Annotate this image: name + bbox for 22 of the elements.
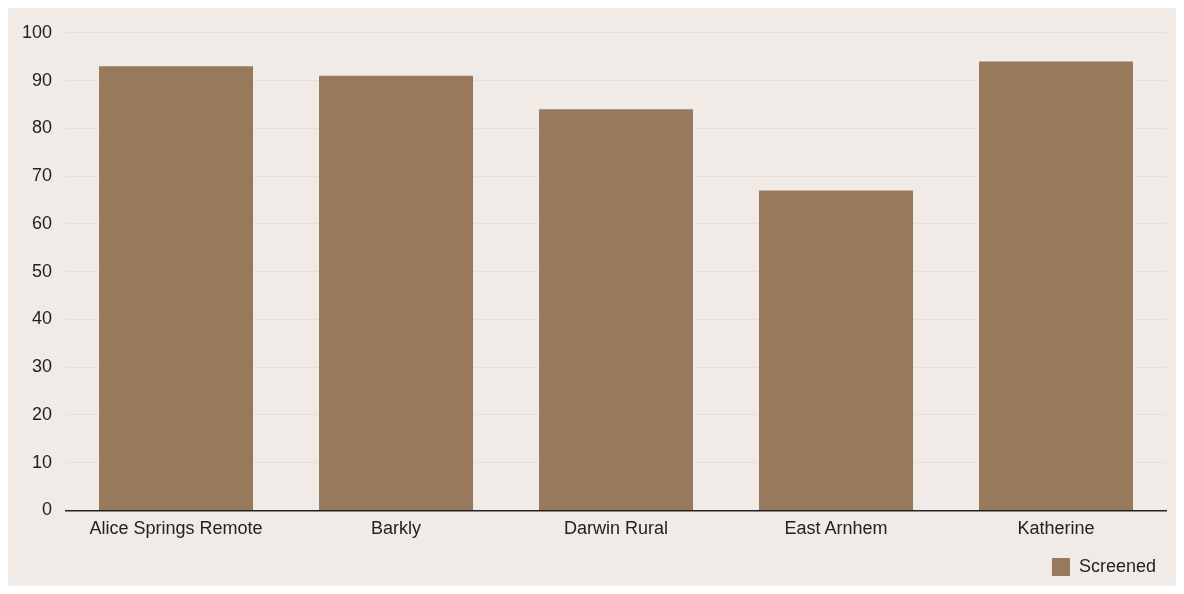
x-tick-label: Barkly: [371, 518, 422, 539]
x-tick-label: Katherine: [1017, 518, 1095, 539]
y-tick-label: 60: [32, 212, 53, 233]
bar: [319, 75, 474, 510]
bar: [759, 190, 914, 510]
y-tick-label: 40: [32, 308, 53, 329]
bar: [539, 109, 694, 510]
y-tick-label: 10: [32, 451, 53, 472]
bar: [979, 61, 1133, 510]
y-tick-label: 100: [21, 21, 53, 42]
y-tick-label: 70: [32, 165, 53, 186]
x-tick-label: Alice Springs Remote: [89, 518, 263, 539]
y-tick-label: 20: [32, 403, 53, 424]
x-tick-label: East Arnhem: [784, 518, 888, 539]
y-tick-label: 0: [42, 499, 53, 520]
y-tick-label: 30: [32, 356, 53, 377]
x-tick-label: Darwin Rural: [564, 518, 669, 539]
y-tick-label: 90: [32, 69, 53, 90]
legend-label: Screened: [1078, 555, 1157, 576]
y-tick-label: 80: [32, 117, 53, 138]
y-tick-label: 50: [32, 260, 53, 281]
bar: [99, 66, 254, 510]
